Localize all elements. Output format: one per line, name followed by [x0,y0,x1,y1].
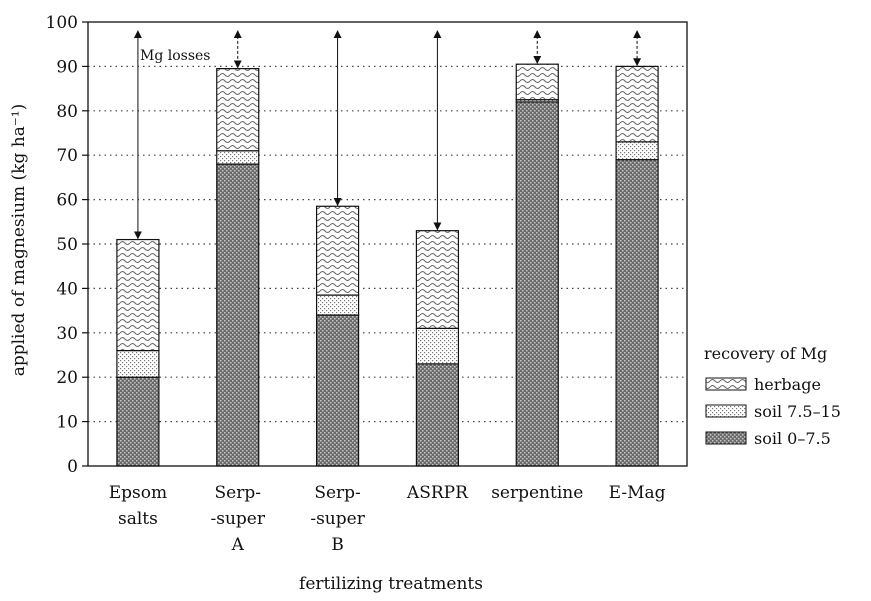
x-category-label-line: ASRPR [406,483,469,503]
y-tick-label: 30 [56,324,78,344]
bar-segment-soil-0-7.5 [315,314,360,467]
x-category-label-line: B [331,535,344,555]
legend-title: recovery of Mg [704,344,827,363]
bar-segment-soil-7.5-15 [116,349,160,378]
y-tick-label: 50 [56,235,78,255]
x-axis-title: fertilizing treatments [299,574,483,594]
x-category-label-line: salts [118,509,158,529]
x-category-label-line: -super [211,509,266,529]
axes [82,21,688,467]
y-tick-labels: 0 10 20 30 40 50 60 70 80 90 100 [46,13,78,477]
legend-swatch [705,404,747,418]
y-tick-label: 40 [56,279,78,299]
y-tick-label: 70 [56,146,78,166]
gridlines [88,65,687,423]
bar-segment-soil-7.5-15 [415,327,460,365]
loss-arrows [133,30,642,240]
bar-segment-herbage [615,65,659,143]
x-category-labels: Epsom salts Serp- -super A Serp- -super B ASRPR s… [109,483,666,555]
x-category-label-line: Serp- [215,483,261,503]
legend-soil-0-7.5: soil 0–7.5 [705,429,831,448]
legend-swatch [705,431,747,445]
x-category-label: Serp- -super B [310,483,365,555]
x-category-label: Epsom salts [109,483,167,529]
y-tick-label: 80 [56,102,78,122]
x-category-label-line: Epsom [109,483,167,503]
legend-label: herbage [754,375,821,394]
legend-swatch [705,377,747,391]
mg-losses-annotation: Mg losses [140,48,211,64]
x-category-label-line: Serp- [314,483,360,503]
bar-segment-soil-0-7.5 [116,376,160,467]
x-category-label-line: serpentine [491,483,583,503]
bar-segment-soil-7.5-15 [216,150,260,165]
legend-herbage: herbage [705,375,821,394]
x-category-label-line: A [231,535,245,555]
bar-segment-soil-0-7.5 [415,363,460,467]
y-tick-label: 60 [56,191,78,211]
x-category-label-line: -super [310,509,365,529]
legend-label: soil 7.5–15 [754,402,841,421]
legend: recovery of Mg herbage soil 7.5–15 soil 0–… [704,344,841,448]
bar-segment-herbage [116,238,160,352]
bars [116,63,659,467]
x-category-label-line: E-Mag [609,483,666,503]
bar-segment-soil-7.5-15 [315,294,360,316]
bar-segment-herbage [515,63,559,101]
bar-segment-soil-0-7.5 [216,163,260,467]
y-axis-title: applied of magnesium (kg ha⁻¹) [9,104,29,377]
bar-segment-herbage [415,230,460,329]
y-tick-label: 90 [56,57,78,77]
y-tick-label: 0 [67,457,78,477]
x-category-label: ASRPR [406,483,469,503]
x-category-label: serpentine [491,483,583,503]
x-category-label: Serp- -super A [211,483,266,555]
bar-segment-herbage [315,205,360,296]
bar-segment-soil-0-7.5 [515,101,559,467]
y-tick-label: 100 [46,13,78,33]
x-category-label: E-Mag [609,483,666,503]
legend-label: soil 0–7.5 [754,429,831,448]
bar-segment-soil-0-7.5 [615,159,659,467]
bar-segment-soil-7.5-15 [615,141,659,161]
bar-segment-herbage [216,68,260,152]
y-tick-label: 10 [56,413,78,433]
y-tick-label: 20 [56,368,78,388]
plot-frame [87,21,688,467]
legend-soil-7.5-15: soil 7.5–15 [705,402,841,421]
